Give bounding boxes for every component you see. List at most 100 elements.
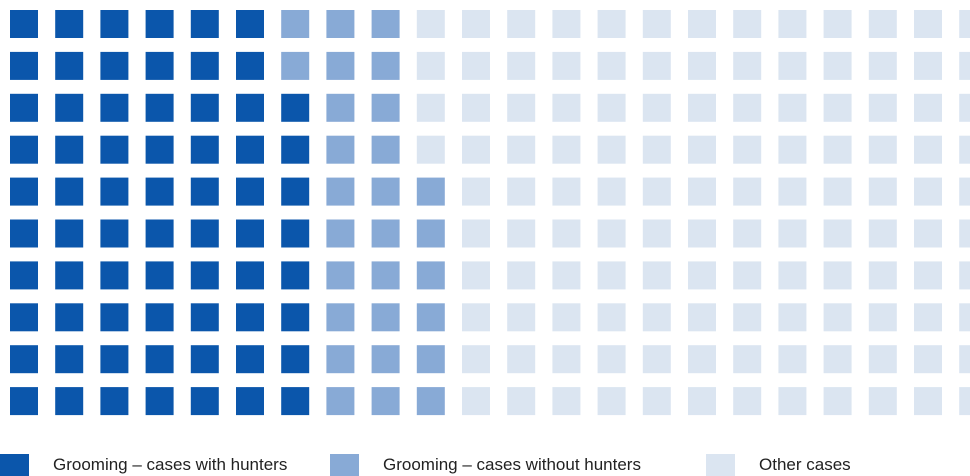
waffle-cell-other (462, 303, 490, 332)
waffle-cell-other (507, 345, 536, 374)
waffle-cell-other (642, 93, 671, 122)
waffle-cell-other (823, 261, 852, 290)
waffle-cell-with-hunters (55, 10, 84, 38)
waffle-cell-other (552, 10, 581, 38)
waffle-cell-other (959, 51, 970, 80)
waffle-cell-with-hunters (10, 51, 38, 80)
waffle-cell-with-hunters (10, 10, 38, 38)
waffle-cell-with-hunters (55, 51, 84, 80)
waffle-cell-without-hunters (371, 177, 400, 206)
waffle-cell-other (507, 219, 536, 248)
waffle-cell-with-hunters (55, 177, 84, 206)
waffle-cell-with-hunters (190, 387, 219, 416)
waffle-cell-other (914, 387, 942, 416)
waffle-cell-other (778, 261, 807, 290)
waffle-cell-other (688, 177, 716, 206)
waffle-cell-other (416, 51, 445, 80)
waffle-cell-other (914, 10, 942, 38)
waffle-cell-without-hunters (371, 51, 400, 80)
waffle-cell-other (778, 93, 807, 122)
waffle-cell-other (688, 261, 716, 290)
waffle-cell-without-hunters (326, 177, 355, 206)
waffle-cell-with-hunters (236, 93, 264, 122)
waffle-cell-with-hunters (281, 345, 310, 374)
waffle-cell-other (778, 10, 807, 38)
waffle-cell-other (462, 135, 490, 164)
waffle-cell-other (416, 93, 445, 122)
waffle-cell-with-hunters (145, 387, 174, 416)
waffle-cell-with-hunters (100, 261, 129, 290)
waffle-cell-other (778, 177, 807, 206)
waffle-cell-other (642, 219, 671, 248)
waffle-cell-with-hunters (190, 303, 219, 332)
legend-swatch-without-hunters (330, 454, 359, 476)
waffle-cell-other (462, 51, 490, 80)
waffle-cell-other (552, 93, 581, 122)
waffle-cell-other (733, 387, 762, 416)
waffle-cell-other (552, 177, 581, 206)
waffle-cell-with-hunters (10, 303, 38, 332)
waffle-cell-other (642, 303, 671, 332)
waffle-cell-with-hunters (190, 51, 219, 80)
waffle-cell-without-hunters (281, 51, 310, 80)
waffle-cell-with-hunters (145, 177, 174, 206)
waffle-cell-other (733, 303, 762, 332)
waffle-cell-with-hunters (55, 93, 84, 122)
waffle-cell-other (778, 345, 807, 374)
waffle-cell-without-hunters (326, 93, 355, 122)
legend: Grooming – cases with hunters Grooming –… (0, 454, 970, 476)
waffle-cell-other (688, 135, 716, 164)
waffle-cell-other (642, 177, 671, 206)
waffle-cell-without-hunters (371, 135, 400, 164)
waffle-cell-with-hunters (10, 135, 38, 164)
waffle-cell-with-hunters (190, 135, 219, 164)
waffle-cell-without-hunters (281, 10, 310, 38)
legend-item-other: Other cases (706, 454, 851, 476)
waffle-cell-other (959, 261, 970, 290)
waffle-cell-with-hunters (100, 219, 129, 248)
waffle-cell-with-hunters (281, 303, 310, 332)
waffle-cell-with-hunters (55, 219, 84, 248)
waffle-cell-other (823, 51, 852, 80)
waffle-cell-other (462, 219, 490, 248)
waffle-cell-with-hunters (55, 387, 84, 416)
waffle-cell-other (823, 177, 852, 206)
waffle-cell-other (823, 387, 852, 416)
waffle-cell-with-hunters (236, 303, 264, 332)
waffle-cell-with-hunters (145, 261, 174, 290)
waffle-cell-with-hunters (236, 10, 264, 38)
waffle-cell-with-hunters (281, 219, 310, 248)
waffle-cell-other (507, 387, 536, 416)
waffle-cell-other (507, 177, 536, 206)
waffle-cell-with-hunters (55, 135, 84, 164)
waffle-cell-with-hunters (10, 345, 38, 374)
waffle-cell-other (552, 135, 581, 164)
waffle-cell-other (914, 51, 942, 80)
waffle-cell-without-hunters (326, 303, 355, 332)
waffle-cell-other (914, 219, 942, 248)
waffle-cell-with-hunters (100, 177, 129, 206)
waffle-cell-without-hunters (326, 219, 355, 248)
waffle-cell-other (733, 135, 762, 164)
waffle-cell-other (507, 93, 536, 122)
waffle-cell-other (733, 261, 762, 290)
waffle-cell-other (642, 10, 671, 38)
waffle-cell-with-hunters (190, 93, 219, 122)
waffle-cell-other (959, 387, 970, 416)
waffle-cell-other (823, 10, 852, 38)
waffle-cell-with-hunters (10, 219, 38, 248)
waffle-cell-other (507, 51, 536, 80)
waffle-cell-other (914, 345, 942, 374)
waffle-cell-other (642, 387, 671, 416)
legend-swatch-with-hunters (0, 454, 29, 476)
waffle-cell-other (868, 135, 897, 164)
waffle-cell-with-hunters (236, 345, 264, 374)
waffle-cell-without-hunters (326, 51, 355, 80)
waffle-cell-without-hunters (371, 303, 400, 332)
waffle-cell-with-hunters (236, 135, 264, 164)
waffle-cell-with-hunters (281, 387, 310, 416)
waffle-cell-other (688, 345, 716, 374)
waffle-cell-other (823, 93, 852, 122)
waffle-cell-without-hunters (326, 387, 355, 416)
